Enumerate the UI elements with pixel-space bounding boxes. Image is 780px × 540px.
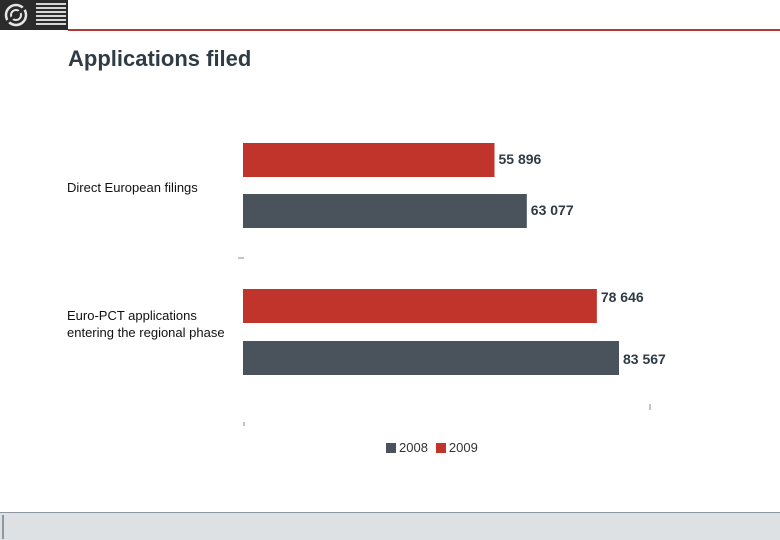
value-label-2009-cat0: 55 896 xyxy=(498,151,541,167)
category-label-direct: Direct European filings xyxy=(67,180,198,195)
category-label-euro-pct: Euro-PCT applications entering the regio… xyxy=(67,308,225,340)
logo-mark-icon xyxy=(4,3,28,27)
footer-bar xyxy=(0,512,780,540)
chart-legend: 2008 2009 xyxy=(386,440,486,455)
legend-item-2009: 2009 xyxy=(435,440,478,455)
legend-swatch-2009 xyxy=(435,442,446,453)
legend-item-2008: 2008 xyxy=(386,440,428,455)
legend-swatch-2008 xyxy=(386,442,396,453)
value-label-2009-cat1: 78 646 xyxy=(601,289,644,305)
bar-2009-cat1 xyxy=(243,289,597,323)
bar-2008-cat0 xyxy=(243,194,527,228)
logo-wordmark xyxy=(36,3,66,27)
header-divider xyxy=(68,29,780,31)
legend-label-2009: 2009 xyxy=(448,440,478,455)
legend-label-2008: 2008 xyxy=(399,440,428,455)
bar-2009-cat0 xyxy=(243,143,495,177)
bar-chart: 55 896 63 077 78 646 83 567 xyxy=(238,143,666,426)
value-label-2008-cat0: 63 077 xyxy=(531,202,574,218)
value-label-2008-cat1: 83 567 xyxy=(623,351,666,367)
page-title: Applications filed xyxy=(68,46,252,71)
bar-2008-cat1 xyxy=(243,341,619,375)
epo-logo xyxy=(0,0,68,30)
